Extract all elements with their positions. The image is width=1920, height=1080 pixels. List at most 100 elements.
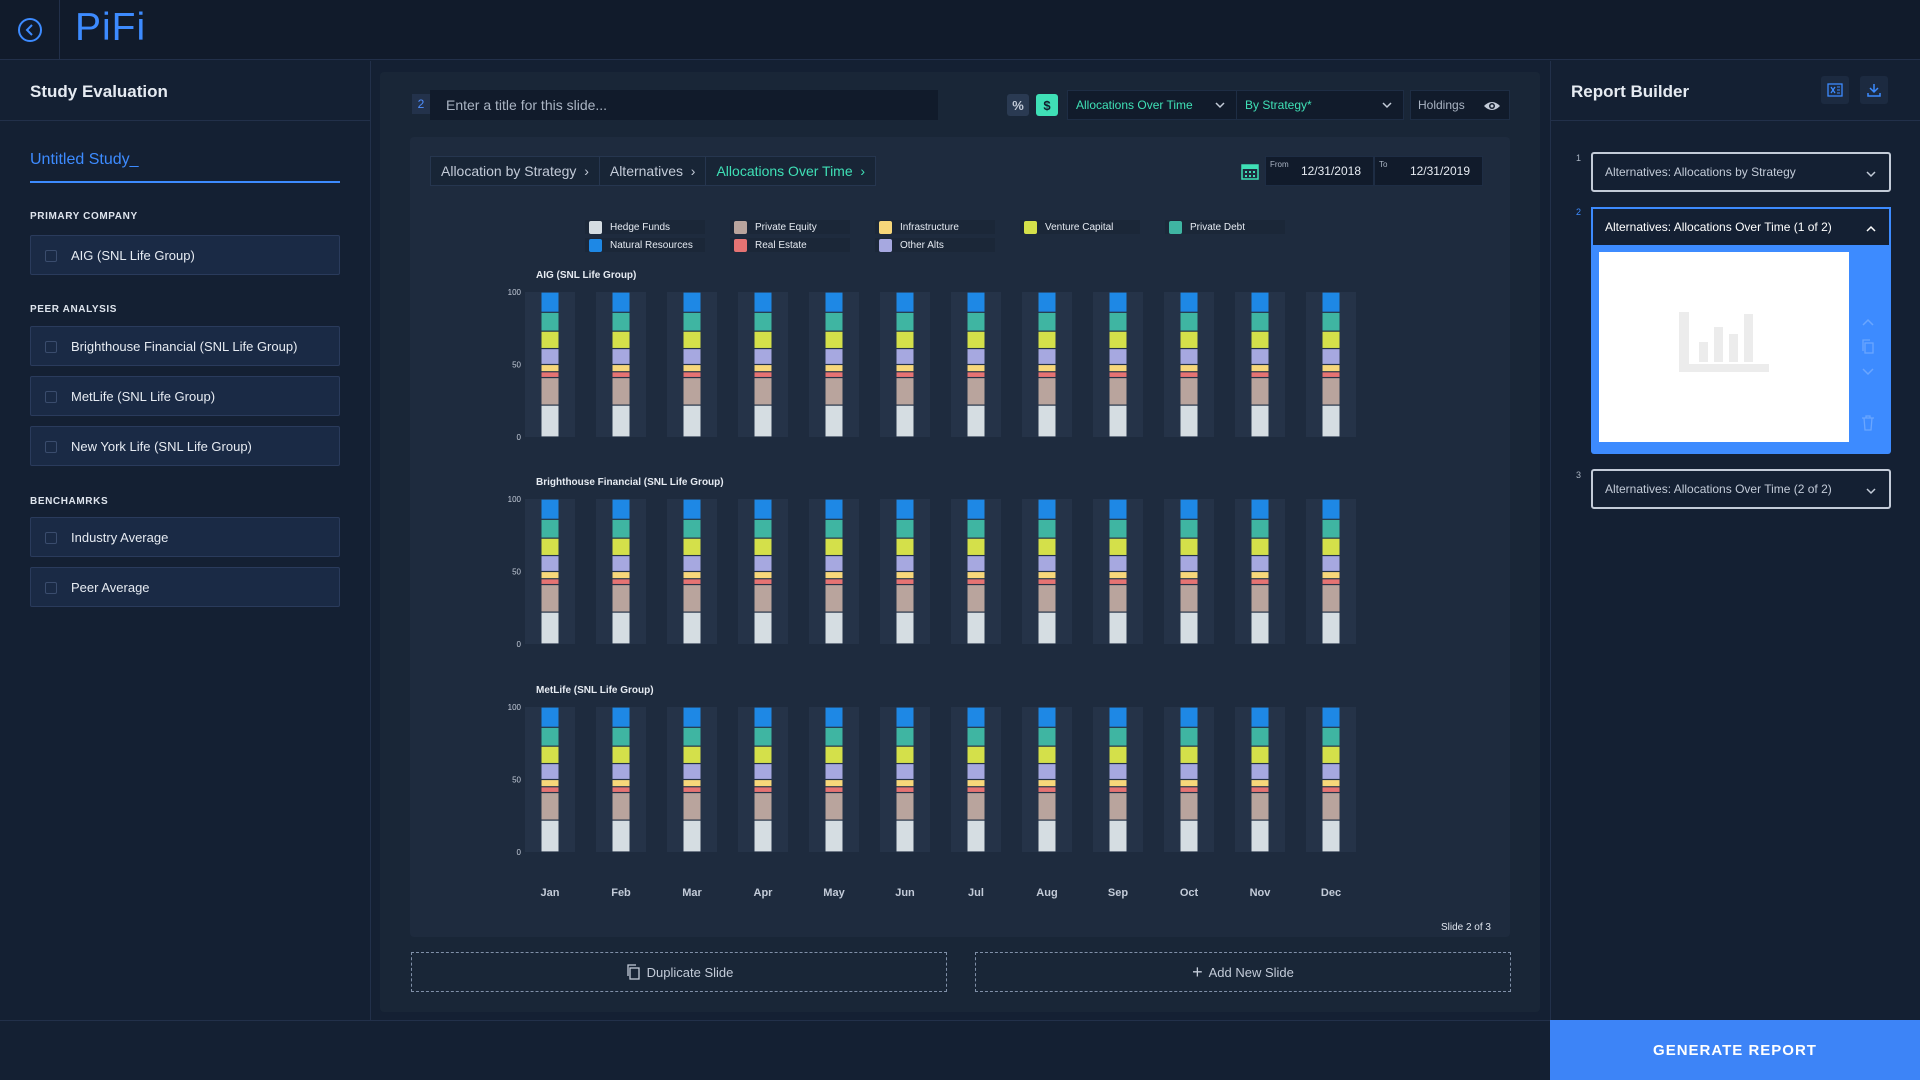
bar-segment bbox=[1180, 538, 1198, 555]
bar-segment bbox=[1038, 331, 1056, 348]
bar-segment bbox=[967, 405, 985, 437]
bar-segment bbox=[541, 585, 559, 612]
view-select[interactable]: Allocations Over Time bbox=[1067, 90, 1237, 120]
item-label: Brighthouse Financial (SNL Life Group) bbox=[71, 338, 298, 354]
duplicate-slide-button[interactable]: Duplicate Slide bbox=[411, 952, 947, 992]
bar-segment bbox=[1038, 780, 1056, 787]
checkbox[interactable] bbox=[45, 391, 57, 403]
panel-title: Brighthouse Financial (SNL Life Group) bbox=[536, 477, 724, 488]
list-item-peer[interactable]: New York Life (SNL Life Group) bbox=[30, 426, 340, 466]
checkbox[interactable] bbox=[45, 532, 57, 544]
bar-segment bbox=[896, 585, 914, 612]
item-label: MetLife (SNL Life Group) bbox=[71, 388, 216, 404]
excel-export-button[interactable] bbox=[1821, 76, 1849, 104]
to-label: To bbox=[1379, 160, 1388, 169]
bar-segment bbox=[825, 780, 843, 787]
download-button[interactable] bbox=[1860, 76, 1888, 104]
to-date-field[interactable]: To 12/31/2019 bbox=[1374, 156, 1483, 186]
percent-toggle[interactable]: % bbox=[1007, 94, 1029, 116]
list-item-benchmark[interactable]: Peer Average bbox=[30, 567, 340, 607]
report-item[interactable]: Alternatives: Allocations by Strategy bbox=[1591, 152, 1891, 192]
bar-segment bbox=[825, 331, 843, 348]
bar-segment bbox=[1180, 579, 1198, 584]
bar-segment bbox=[1109, 572, 1127, 579]
legend-item[interactable]: Natural Resources bbox=[585, 238, 705, 252]
report-item-header[interactable]: Alternatives: Allocations Over Time (1 o… bbox=[1591, 207, 1891, 247]
legend-item[interactable]: Private Debt bbox=[1165, 220, 1285, 234]
study-name-input[interactable]: Untitled Study_ bbox=[30, 149, 340, 183]
checkbox[interactable] bbox=[45, 341, 57, 353]
report-item-label: Alternatives: Allocations Over Time (1 o… bbox=[1605, 220, 1832, 234]
chevron-down-icon bbox=[1866, 488, 1876, 495]
legend-item[interactable]: Other Alts bbox=[875, 238, 995, 252]
bar-segment bbox=[754, 292, 772, 312]
bar-segment bbox=[1251, 372, 1269, 377]
bar-segment bbox=[825, 579, 843, 584]
group-select[interactable]: By Strategy* bbox=[1236, 90, 1404, 120]
legend-item[interactable]: Venture Capital bbox=[1020, 220, 1140, 234]
calendar-icon[interactable] bbox=[1235, 156, 1265, 186]
legend-item[interactable]: Private Equity bbox=[730, 220, 850, 234]
trash-icon[interactable] bbox=[1861, 415, 1875, 431]
bar-segment bbox=[1038, 727, 1056, 746]
bar-segment bbox=[967, 780, 985, 787]
checkbox[interactable] bbox=[45, 441, 57, 453]
list-item-peer[interactable]: Brighthouse Financial (SNL Life Group) bbox=[30, 326, 340, 366]
bar-segment bbox=[825, 727, 843, 746]
generate-report-button[interactable]: GENERATE REPORT bbox=[1550, 1020, 1920, 1080]
bar-segment bbox=[612, 292, 630, 312]
bar-segment bbox=[1109, 820, 1127, 852]
move-down-icon[interactable] bbox=[1861, 367, 1875, 377]
slide-thumbnail[interactable] bbox=[1599, 252, 1849, 442]
legend-item[interactable]: Real Estate bbox=[730, 238, 850, 252]
bar-segment bbox=[1109, 727, 1127, 746]
bar-segment bbox=[1109, 331, 1127, 348]
checkbox[interactable] bbox=[45, 250, 57, 262]
breadcrumb-item[interactable]: Alternatives › bbox=[598, 156, 707, 186]
bar-segment bbox=[541, 292, 559, 312]
x-tick-label: Mar bbox=[682, 887, 702, 899]
chevron-up-icon bbox=[1866, 225, 1876, 232]
dollar-toggle[interactable]: $ bbox=[1036, 94, 1058, 116]
bar-segment bbox=[825, 349, 843, 364]
breadcrumb-label: Allocation by Strategy bbox=[441, 163, 577, 179]
from-date-field[interactable]: From 12/31/2018 bbox=[1265, 156, 1374, 186]
bar-segment bbox=[754, 519, 772, 538]
bar-segment bbox=[825, 519, 843, 538]
x-tick-label: Oct bbox=[1179, 887, 1199, 899]
bar-segment bbox=[541, 312, 559, 331]
bar-segment bbox=[896, 780, 914, 787]
move-up-icon[interactable] bbox=[1861, 317, 1875, 327]
bar-segment bbox=[683, 787, 701, 792]
report-item[interactable]: Alternatives: Allocations Over Time (2 o… bbox=[1591, 469, 1891, 509]
add-new-slide-button[interactable]: + Add New Slide bbox=[975, 952, 1511, 992]
bar-segment bbox=[683, 612, 701, 644]
list-item-peer[interactable]: MetLife (SNL Life Group) bbox=[30, 376, 340, 416]
bar-segment bbox=[541, 746, 559, 763]
bar-segment bbox=[1251, 579, 1269, 584]
legend-item[interactable]: Infrastructure bbox=[875, 220, 995, 234]
breadcrumb-item[interactable]: Allocation by Strategy › bbox=[430, 156, 600, 186]
bar-segment bbox=[1109, 292, 1127, 312]
bar-segment bbox=[1251, 585, 1269, 612]
breadcrumb-item-active[interactable]: Allocations Over Time › bbox=[705, 156, 877, 186]
bar-segment bbox=[896, 499, 914, 519]
legend-label: Real Estate bbox=[755, 239, 807, 251]
list-item-primary-company[interactable]: AIG (SNL Life Group) bbox=[30, 235, 340, 275]
bar-segment bbox=[967, 312, 985, 331]
bar-segment bbox=[896, 372, 914, 377]
bar-segment bbox=[612, 579, 630, 584]
bar-segment bbox=[896, 292, 914, 312]
copy-icon[interactable] bbox=[1861, 339, 1875, 355]
slide-title-input[interactable] bbox=[430, 90, 938, 120]
bar-segment bbox=[967, 372, 985, 377]
back-button[interactable] bbox=[0, 0, 60, 60]
bar-segment bbox=[1038, 349, 1056, 364]
bar-segment bbox=[896, 579, 914, 584]
holdings-toggle[interactable]: Holdings bbox=[1410, 90, 1510, 120]
bar-segment bbox=[1322, 292, 1340, 312]
bar-segment bbox=[1251, 572, 1269, 579]
list-item-benchmark[interactable]: Industry Average bbox=[30, 517, 340, 557]
checkbox[interactable] bbox=[45, 582, 57, 594]
legend-item[interactable]: Hedge Funds bbox=[585, 220, 705, 234]
